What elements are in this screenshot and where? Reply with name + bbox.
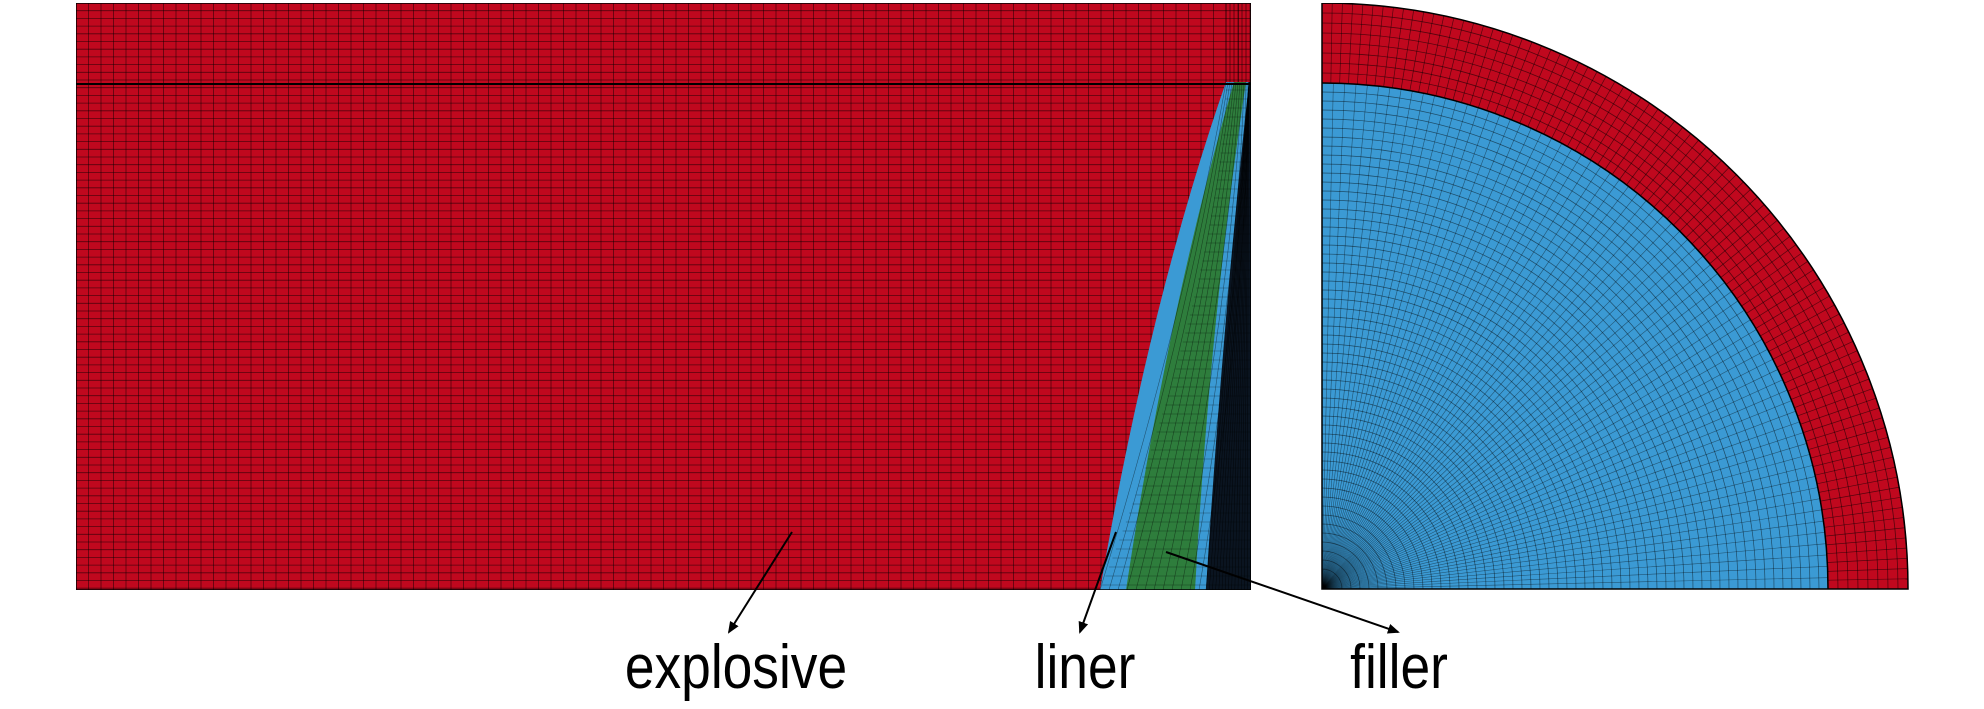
liner-pointer-arrow xyxy=(1078,531,1117,634)
liner-core-mesh xyxy=(1321,82,1829,590)
explosive-mesh-grid xyxy=(76,3,1251,590)
filler-callout: filler xyxy=(1165,551,1448,702)
explosive-pointer-arrow xyxy=(727,531,793,634)
explosive-label: explosive xyxy=(625,633,847,702)
explosive-callout: explosive xyxy=(625,531,847,702)
cross-section-border xyxy=(1321,3,1909,590)
filler-label: filler xyxy=(1350,633,1448,702)
liner-core-right xyxy=(1322,83,1828,589)
liner-label: liner xyxy=(1035,633,1136,702)
liner-callout: liner xyxy=(1035,531,1136,702)
longitudinal-section xyxy=(76,3,1251,590)
filler-pointer-arrow xyxy=(1165,551,1400,634)
cross-section xyxy=(1321,3,1909,590)
liner-mesh-grid xyxy=(1099,81,1251,590)
